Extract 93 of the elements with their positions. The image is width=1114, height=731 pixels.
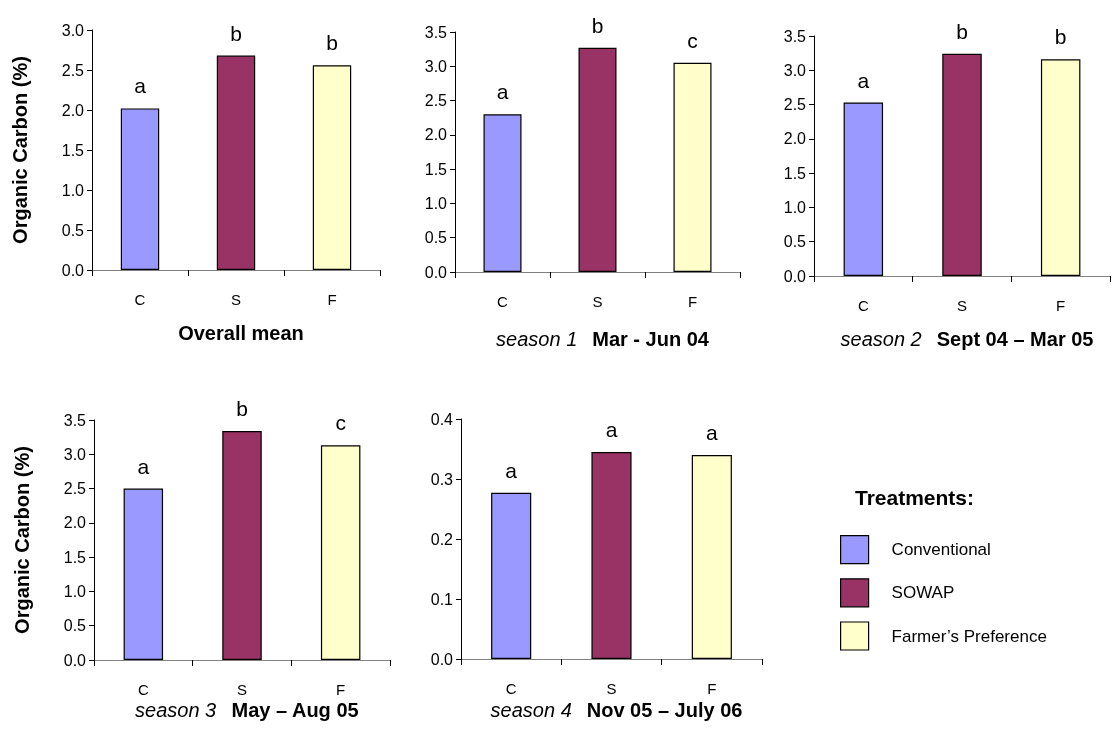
- bar: [1040, 59, 1081, 276]
- x-tick-label: F: [327, 291, 337, 308]
- y-tick-label: 0.0: [63, 651, 87, 669]
- x-tick-label: F: [1056, 297, 1066, 314]
- y-tick-label: 2.5: [61, 61, 85, 79]
- bar: [320, 445, 361, 660]
- y-tick-label: 0.2: [430, 530, 454, 548]
- annotation: b: [230, 21, 242, 45]
- annotation: a: [137, 454, 150, 478]
- bar: [222, 430, 262, 660]
- x-tick-label: C: [497, 293, 509, 310]
- y-tick-label: 1.0: [783, 198, 807, 216]
- x-tick-label: S: [230, 291, 242, 308]
- x-tick-label: F: [336, 681, 346, 698]
- annotation: a: [857, 68, 870, 92]
- bar: [578, 47, 617, 272]
- bar: [312, 65, 352, 270]
- annotation: a: [496, 80, 509, 104]
- y-tick-label: 0.5: [61, 221, 85, 239]
- y-tick-label: 2.5: [783, 96, 807, 114]
- y-tick-label: 0.3: [430, 470, 454, 488]
- annotation: b: [326, 31, 338, 55]
- x-tick-label: C: [134, 291, 146, 308]
- y-tick-label: 0.0: [61, 261, 85, 279]
- y-tick-label: 1.0: [424, 194, 448, 212]
- y-tick-label: 0.0: [783, 267, 807, 285]
- y-tick-label: 1.0: [61, 181, 85, 199]
- text: season 2: [840, 328, 922, 350]
- annotation: b: [956, 19, 968, 43]
- text: season 3: [135, 699, 217, 721]
- y-tick-label: 3.0: [424, 57, 448, 75]
- y-tick-label: 0.5: [63, 617, 87, 635]
- y-tick-label: 1.5: [61, 141, 85, 159]
- y-tick-label: 2.0: [63, 514, 87, 532]
- bar: [216, 55, 256, 270]
- y-tick-label: 3.5: [424, 23, 448, 41]
- y-tick-label: 3.0: [63, 445, 87, 463]
- x-tick-label: S: [956, 297, 968, 314]
- legend-label: Farmer’s Preference: [891, 626, 1047, 646]
- bar: [843, 102, 884, 276]
- annotation: a: [705, 421, 718, 444]
- y-tick-label: 2.0: [783, 130, 807, 148]
- y-tick-label: 3.5: [63, 411, 87, 429]
- y-tick-label: 1.5: [783, 164, 807, 182]
- text: May – Aug 05: [231, 699, 359, 721]
- text: Nov 05 – July 06: [586, 699, 743, 721]
- annotation: a: [605, 418, 618, 441]
- bar: [673, 62, 712, 272]
- x-tick-label: S: [606, 680, 617, 697]
- legend-label: SOWAP: [891, 583, 955, 603]
- x-tick-label: F: [687, 293, 698, 310]
- y-tick-label: 0.4: [430, 410, 454, 428]
- x-tick-label: S: [592, 293, 603, 310]
- legend-title: Treatments:: [855, 486, 975, 509]
- y-axis-title: Organic Carbon (%): [11, 446, 33, 634]
- annotation: c: [335, 411, 346, 435]
- annotation: b: [236, 396, 248, 420]
- y-tick-label: 0.5: [783, 233, 807, 251]
- y-axis-title: Organic Carbon (%): [9, 56, 31, 244]
- text: season 4: [490, 699, 572, 721]
- y-tick-label: 0.1: [430, 590, 454, 608]
- x-tick-label: F: [707, 680, 717, 697]
- text: season 1: [496, 328, 578, 350]
- text: Overall mean: [178, 322, 304, 344]
- annotation: a: [134, 74, 147, 98]
- annotation: b: [1054, 25, 1067, 49]
- y-tick-label: 1.0: [63, 582, 87, 600]
- text: Sept 04 – Mar 05: [936, 328, 1094, 350]
- y-tick-label: 0.5: [424, 229, 448, 247]
- bar: [123, 488, 164, 660]
- y-tick-label: 1.5: [424, 160, 448, 178]
- legend-label: Conventional: [891, 540, 991, 560]
- y-tick-label: 0.0: [430, 650, 454, 668]
- y-tick-label: 1.5: [63, 548, 87, 566]
- bar: [120, 108, 160, 270]
- x-tick-label: C: [137, 681, 149, 698]
- bar: [942, 53, 982, 276]
- y-tick-label: 2.0: [424, 126, 448, 144]
- x-tick-label: C: [857, 297, 869, 314]
- bar: [483, 114, 522, 272]
- text: Mar - Jun 04: [592, 328, 710, 350]
- y-tick-label: 3.5: [783, 27, 807, 45]
- x-tick-label: C: [505, 680, 517, 697]
- annotation: b: [591, 13, 604, 37]
- x-tick-label: S: [236, 681, 248, 698]
- y-tick-label: 0.0: [424, 263, 448, 281]
- y-tick-label: 3.0: [61, 21, 85, 39]
- annotation: c: [687, 28, 698, 52]
- y-tick-label: 2.5: [424, 92, 448, 110]
- y-tick-label: 2.5: [63, 480, 87, 498]
- annotation: a: [505, 458, 518, 482]
- y-tick-label: 3.0: [783, 61, 807, 79]
- y-tick-label: 2.0: [61, 101, 85, 119]
